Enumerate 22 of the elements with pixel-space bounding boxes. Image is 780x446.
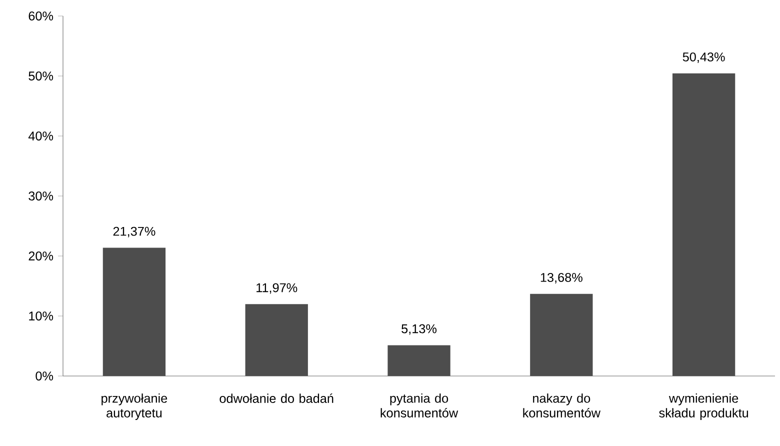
y-tick-label: 60%: [28, 12, 54, 20]
bar: [388, 345, 450, 376]
y-tick-label: 20%: [28, 252, 54, 260]
x-tick-label: wymienienie składu produktu: [659, 393, 748, 420]
y-tick-label: 10%: [29, 312, 54, 320]
x-tick-label: odwołanie do badań: [220, 393, 334, 403]
bar: [530, 294, 593, 376]
data-label: 11,97%: [256, 283, 298, 294]
bar: [102, 248, 166, 376]
x-tick-label: nakazy do konsumentów: [523, 393, 601, 418]
data-label: 50,43%: [682, 52, 725, 63]
bar: [245, 304, 308, 376]
bar: [672, 73, 736, 376]
y-tick-label: 40%: [28, 132, 54, 140]
x-tick-label: przywołanie autorytetu: [102, 393, 168, 420]
data-label: 5,13%: [402, 324, 437, 335]
y-tick-label: 30%: [28, 192, 54, 200]
x-tick-label: pytania do konsumentów: [380, 393, 458, 418]
y-tick-label: 50%: [28, 72, 54, 80]
y-tick-label: 0%: [36, 372, 54, 380]
data-label: 21,37%: [113, 226, 156, 238]
data-label: 13,68%: [540, 272, 582, 284]
